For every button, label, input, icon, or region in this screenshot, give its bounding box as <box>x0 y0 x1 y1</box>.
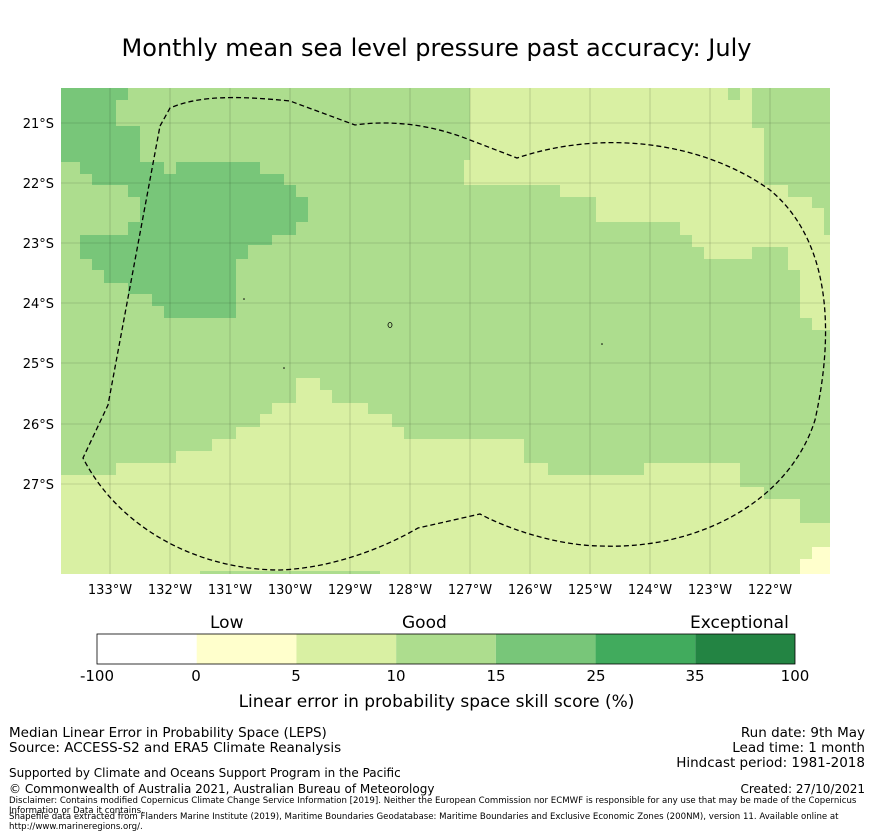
lon-label: 126°W <box>508 583 552 598</box>
map-region-0-5 <box>812 547 830 574</box>
lon-label: 123°W <box>688 583 732 598</box>
created-date: Created: 27/10/2021 <box>740 782 865 796</box>
colorbar-segment <box>97 634 197 664</box>
colorbar-segment <box>495 634 596 664</box>
colorbar <box>96 633 796 665</box>
lat-label: 24°S <box>23 297 54 312</box>
colorbar-tick: 100 <box>780 667 810 685</box>
category-low: Low <box>210 613 244 633</box>
colorbar-segment <box>595 634 696 664</box>
lon-label: 125°W <box>568 583 612 598</box>
lon-label: 131°W <box>208 583 252 598</box>
category-good: Good <box>402 613 447 633</box>
lat-label: 21°S <box>23 117 54 132</box>
method-text: Median Linear Error in Probability Space… <box>9 725 327 741</box>
lon-label: 127°W <box>448 583 492 598</box>
colorbar-title: Linear error in probability space skill … <box>238 692 635 712</box>
skill-map: 21°S 22°S 23°S 24°S 25°S 26°S 27°S 133°W… <box>23 88 830 598</box>
source-text: Source: ACCESS-S2 and ERA5 Climate Reana… <box>9 740 342 756</box>
chart-title: Monthly mean sea level pressure past acc… <box>121 34 752 62</box>
copyright-text: © Commonwealth of Australia 2021, Austra… <box>9 782 435 796</box>
lat-label: 26°S <box>23 418 54 433</box>
run-date: Run date: 9th May <box>740 725 865 741</box>
support-text: Supported by Climate and Oceans Support … <box>9 766 401 780</box>
map-region-15-25 <box>61 88 308 318</box>
colorbar-frame <box>96 633 796 665</box>
lon-label: 133°W <box>88 583 132 598</box>
colorbar-tick: -100 <box>79 667 115 685</box>
colorbar-tick: 5 <box>291 667 301 685</box>
colorbar-tick: 0 <box>191 667 201 685</box>
colorbar-segment <box>296 634 397 664</box>
colorbar-segment <box>695 634 795 664</box>
colorbar-tick: 35 <box>685 667 705 685</box>
colorbar-tick: 10 <box>386 667 406 685</box>
colorbar-tick: 25 <box>586 667 606 685</box>
lon-label: 132°W <box>148 583 192 598</box>
colorbar-tick: 15 <box>486 667 506 685</box>
lon-label: 129°W <box>328 583 372 598</box>
lat-label: 27°S <box>23 478 54 493</box>
hindcast-period: Hindcast period: 1981-2018 <box>676 755 865 771</box>
lead-time: Lead time: 1 month <box>732 740 865 756</box>
lat-label: 23°S <box>23 237 54 252</box>
island-marker <box>387 322 393 328</box>
eez-boundary <box>82 96 827 571</box>
lon-label: 124°W <box>628 583 672 598</box>
lon-label: 122°W <box>748 583 792 598</box>
disclaimer-text: Disclaimer: Contains modified Copernicus… <box>9 796 857 817</box>
category-exceptional: Exceptional <box>690 613 789 633</box>
shapefile-credit: Shapefile data extracted from Flanders M… <box>9 812 839 833</box>
colorbar-segment <box>396 634 496 664</box>
colorbar-segment <box>196 634 297 664</box>
lon-label: 130°W <box>268 583 312 598</box>
lat-label: 25°S <box>23 357 54 372</box>
lat-label: 22°S <box>23 177 54 192</box>
lon-label: 128°W <box>388 583 432 598</box>
